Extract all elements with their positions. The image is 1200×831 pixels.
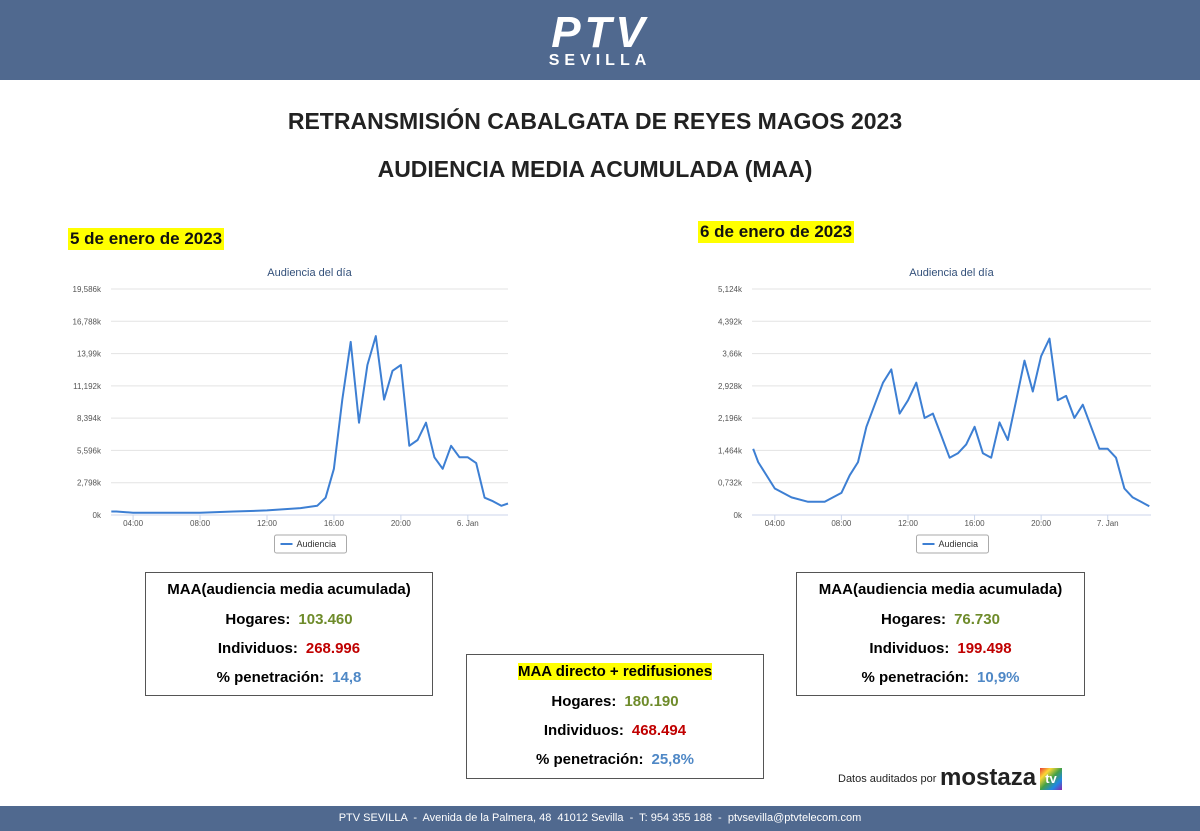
summary-title: MAA(audiencia media acumulada) [797,581,1084,598]
y-tick-label: 5,124k [718,285,743,294]
y-tick-label: 2,196k [718,414,743,423]
line [752,337,1150,508]
x-tick-label: 20:00 [1031,519,1052,528]
chart-date: 5 de enero de 2023 [68,228,225,250]
summary-label: Individuos: [869,640,950,657]
y-tick-label: 3,66k [722,350,743,359]
summary-label: % penetración: [535,751,644,768]
summary-value: 199.498 [957,640,1012,657]
y-tick-label: 13,99k [77,350,102,359]
audit-brand-mark: tv [1040,768,1062,790]
summary-value: 268.996 [305,640,361,657]
y-tick-label: 19,586k [73,285,102,294]
y-tick-label: 11,192k [73,382,102,391]
summary-label: Hogares: [225,611,291,628]
summary-title-text: MAA directo + redifusiones [517,663,713,680]
summary-row: Individuos: 468.494 [467,722,763,739]
x-tick-label: 04:00 [765,519,786,528]
x-tick-label: 6. Jan [457,519,479,528]
y-tick-label: 16,788k [73,317,102,326]
summary-label: Hogares: [881,611,947,628]
summary-label: Hogares: [551,693,617,710]
footer: PTV SEVILLA - Avenida de la Palmera, 48 … [0,806,1200,831]
audit-brand: mostaza [940,764,1037,791]
y-tick-label: 2,798k [77,479,102,488]
summary-title: MAA directo + redifusiones [467,663,763,680]
logo: PTV [551,8,649,57]
y-tick-label: 0k [734,511,743,520]
summary-label: Individuos: [217,640,298,657]
chart-title: Audiencia del día [909,267,994,279]
summary-row: Hogares: 76.730 [797,611,1084,628]
summary-value: 25,8% [651,751,695,768]
y-tick-label: 0k [93,511,102,520]
y-tick-label: 2,928k [718,382,743,391]
y-tick-label: 0,732k [718,479,743,488]
legend-label: Audiencia [297,539,337,549]
x-tick-label: 16:00 [965,519,986,528]
summary-row: Individuos: 268.996 [146,640,432,657]
summary-label: % penetración: [861,669,969,686]
summary-value: 10,9% [976,669,1020,686]
x-tick-label: 12:00 [898,519,919,528]
title: RETRANSMISIÓN CABALGATA DE REYES MAGOS 2… [287,108,903,134]
summary-title-text: MAA(audiencia media acumulada) [167,581,411,598]
summary-row: Individuos: 199.498 [797,640,1084,657]
x-tick-label: 12:00 [257,519,278,528]
chart-date: 6 de enero de 2023 [698,221,855,243]
x-tick-label: 04:00 [123,519,144,528]
summary-row: % penetración: 10,9% [797,669,1084,686]
summary-row: % penetración: 25,8% [467,751,763,768]
summary-row: Hogares: 180.190 [467,693,763,710]
y-tick-label: 1,464k [718,446,743,455]
legend-box [274,534,347,554]
x-tick-label: 20:00 [391,519,412,528]
summary-value: 76.730 [954,611,1000,628]
summary-row: % penetración: 14,8 [146,669,432,686]
audit-text: Datos auditados por [838,773,937,785]
y-tick-label: 4,392k [718,317,743,326]
x-tick-label: 08:00 [190,519,211,528]
summary-label: Individuos: [543,722,624,739]
x-tick-label: 7. Jan [1097,519,1119,528]
summary-row: Hogares: 103.460 [146,611,432,628]
summary-value: 103.460 [298,611,353,628]
summary-box: MAA directo + redifusiones Hogares: 180.19… [466,654,764,779]
summary-label: % penetración: [216,669,325,686]
y-tick-label: 5,596k [77,446,102,455]
summary-value: 180.190 [624,693,679,710]
subtitle: AUDIENCIA MEDIA ACUMULADA (MAA) [377,156,813,182]
summary-box: MAA(audiencia media acumulada) Hogares: 10… [145,572,433,696]
summary-title-text: MAA(audiencia media acumulada) [818,581,1063,598]
x-tick-label: 16:00 [324,519,345,528]
summary-value: 468.494 [631,722,687,739]
chart-title: Audiencia del día [267,267,352,279]
logo-subtitle: SEVILLA [548,52,652,69]
summary-box: MAA(audiencia media acumulada) Hogares: 76… [796,572,1085,696]
legend-label: Audiencia [939,539,979,549]
summary-title: MAA(audiencia media acumulada) [146,581,432,598]
y-tick-label: 8,394k [77,414,102,423]
header-band [0,0,1200,80]
legend-box [916,534,989,554]
summary-value: 14,8 [332,669,362,686]
x-tick-label: 08:00 [831,519,852,528]
line [111,335,509,514]
